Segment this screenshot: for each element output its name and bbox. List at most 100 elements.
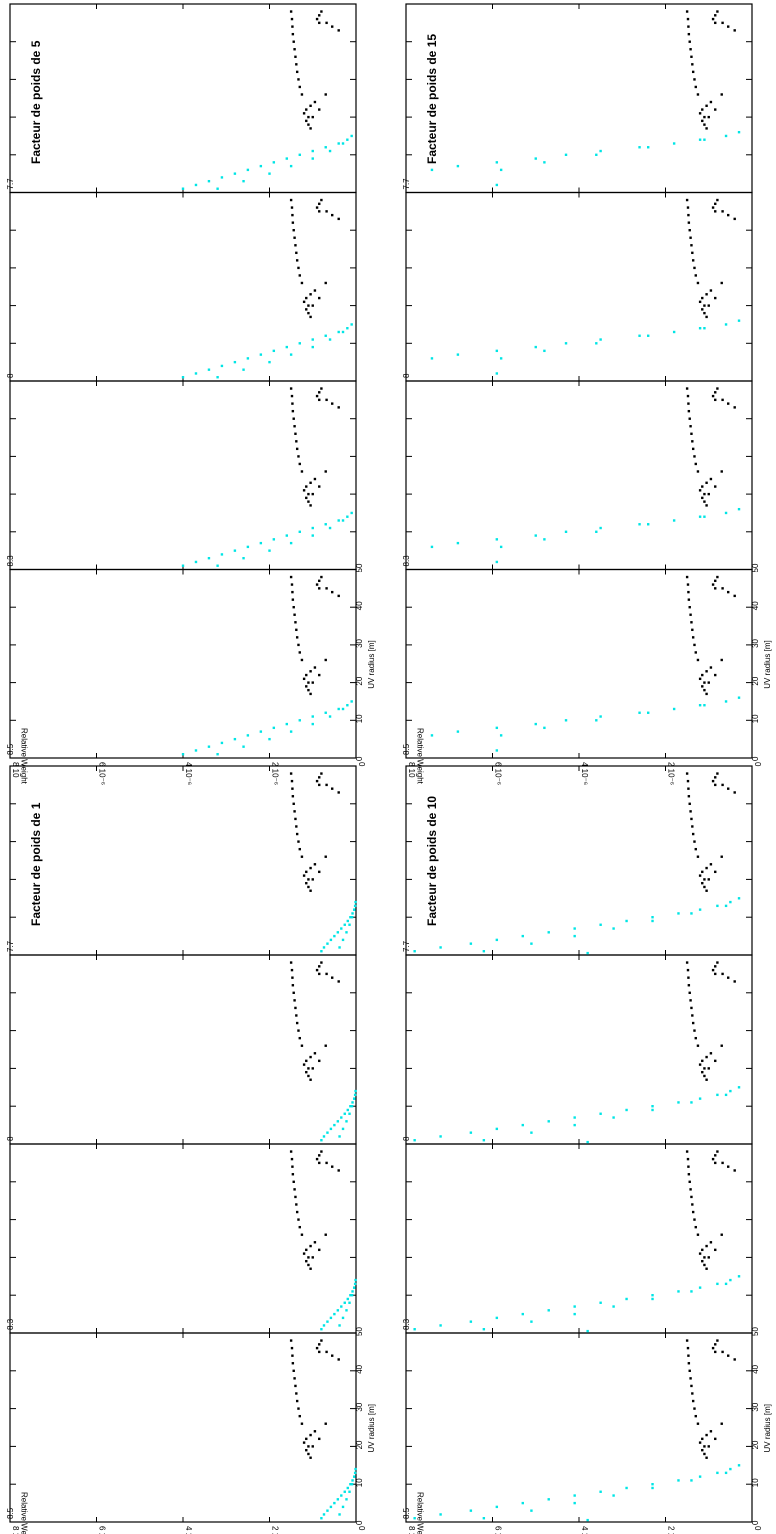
measured-point xyxy=(686,17,690,21)
measured-point xyxy=(297,840,300,843)
measured-point xyxy=(297,266,300,270)
model-point xyxy=(495,938,499,942)
measured-point xyxy=(295,63,298,66)
model-point xyxy=(346,919,349,923)
measured-point xyxy=(685,1150,689,1153)
weight-tick-label: 8 10 xyxy=(407,762,416,778)
measured-point xyxy=(705,866,708,870)
model-point xyxy=(724,700,728,703)
measured-point xyxy=(289,772,293,775)
measured-point xyxy=(701,1259,704,1263)
radius-tick-label: 50 xyxy=(751,563,760,572)
radius-tick-label: 50 xyxy=(751,1327,760,1336)
model-point xyxy=(216,187,219,190)
measured-point xyxy=(292,991,295,994)
model-point xyxy=(703,515,706,518)
measured-point xyxy=(325,1350,328,1354)
model-point xyxy=(737,1275,741,1278)
measured-point xyxy=(688,229,691,232)
measured-point xyxy=(711,1346,715,1350)
measured-point xyxy=(294,1195,297,1199)
measured-point xyxy=(688,40,691,43)
model-point xyxy=(724,511,728,515)
weight-tick-label: 4 10⁻⁶ xyxy=(184,1526,193,1534)
measured-point xyxy=(687,984,691,987)
model-point xyxy=(326,1320,329,1323)
model-point xyxy=(599,1301,602,1304)
measured-point xyxy=(701,296,704,300)
measured-point xyxy=(307,115,310,119)
measured-point xyxy=(696,658,700,662)
panel-label: 8 xyxy=(6,1136,15,1141)
panel-label: 8.5 xyxy=(402,1507,411,1519)
model-point xyxy=(272,161,276,164)
measured-point xyxy=(300,1233,304,1236)
model-point xyxy=(242,368,245,371)
measured-point xyxy=(689,999,692,1002)
model-point xyxy=(351,1479,354,1482)
measured-point xyxy=(309,104,312,107)
model-point xyxy=(268,360,271,364)
model-point xyxy=(349,1294,352,1297)
measured-point xyxy=(727,402,730,405)
measured-point xyxy=(696,93,700,96)
measured-point xyxy=(691,63,694,66)
measured-point xyxy=(714,1437,717,1441)
radius-tick-label: 40 xyxy=(355,601,364,610)
measured-point xyxy=(309,1456,312,1459)
measured-point xyxy=(691,70,695,74)
measured-point xyxy=(318,14,321,17)
model-point xyxy=(495,749,499,752)
model-point xyxy=(311,338,314,341)
measured-point xyxy=(720,470,723,473)
measured-point xyxy=(685,1339,689,1342)
model-point xyxy=(348,923,351,926)
measured-point xyxy=(309,692,312,696)
model-point xyxy=(677,1479,680,1482)
measured-point xyxy=(309,504,312,507)
measured-point xyxy=(318,1161,321,1165)
measured-point xyxy=(703,500,706,503)
weight-tick-label: 2 10⁻⁶ xyxy=(667,1526,676,1534)
measured-point xyxy=(688,1180,691,1183)
model-point xyxy=(194,749,198,752)
model-point xyxy=(350,323,353,326)
model-point xyxy=(345,1309,348,1312)
model-point xyxy=(439,946,442,949)
model-point xyxy=(220,741,224,745)
measured-point xyxy=(315,583,319,586)
model-point xyxy=(194,372,198,375)
model-point xyxy=(716,904,719,908)
model-point xyxy=(469,1131,473,1134)
model-point xyxy=(625,1108,628,1112)
measured-point xyxy=(714,1059,717,1063)
measured-point xyxy=(318,587,321,590)
model-point xyxy=(289,730,293,733)
measured-point xyxy=(691,1399,695,1403)
measured-point xyxy=(315,779,319,783)
weight-axis-title: Relative Weight xyxy=(415,728,424,785)
measured-point xyxy=(307,123,310,126)
model-point xyxy=(289,353,293,356)
model-point xyxy=(547,1498,550,1501)
measured-point xyxy=(307,492,310,496)
measured-point xyxy=(714,972,717,976)
measured-point xyxy=(305,1437,308,1441)
model-point xyxy=(326,942,329,945)
measured-point xyxy=(714,14,717,17)
measured-point xyxy=(714,202,717,206)
measured-point xyxy=(687,409,691,413)
model-point xyxy=(530,942,533,945)
measured-point xyxy=(309,293,312,296)
model-point xyxy=(311,157,314,160)
model-point xyxy=(324,711,327,714)
measured-point xyxy=(311,681,314,684)
measured-point xyxy=(294,1006,297,1010)
measured-point xyxy=(311,304,314,307)
measured-point xyxy=(331,1354,334,1357)
measured-point xyxy=(690,1006,693,1010)
measured-point xyxy=(711,583,715,586)
measured-point xyxy=(694,274,697,277)
weight-tick-label: 4 10⁻⁶ xyxy=(580,1526,589,1534)
